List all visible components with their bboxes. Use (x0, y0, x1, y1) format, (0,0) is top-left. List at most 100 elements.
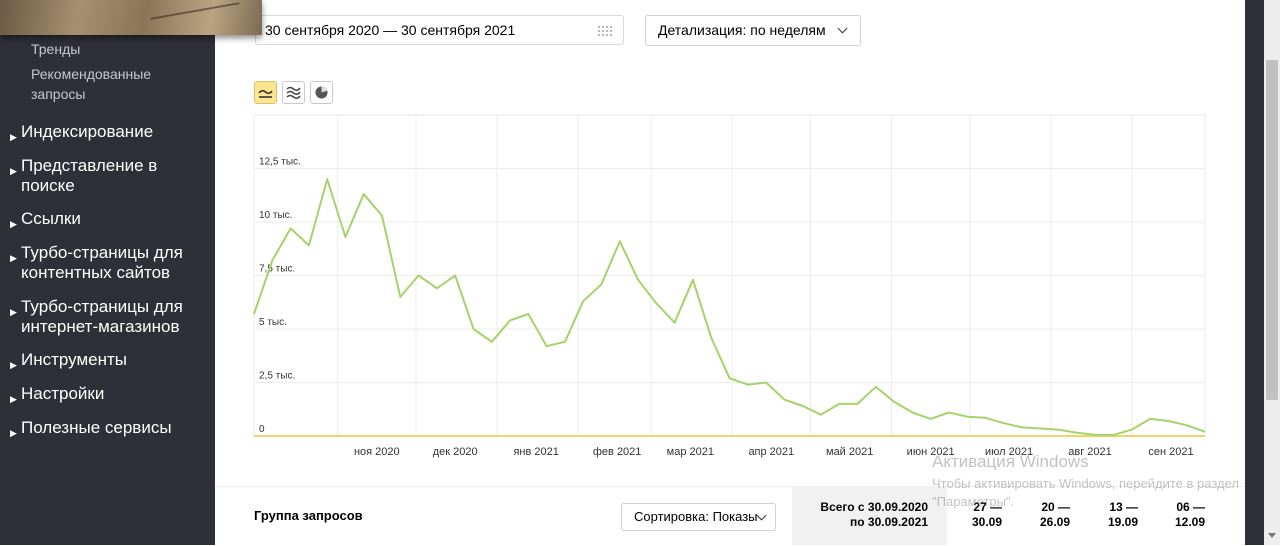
y-tick-label: 0 (259, 424, 265, 435)
chart-horizontal-grid (254, 168, 1205, 383)
period-column-2[interactable]: 20 — 26.09 (1010, 500, 1070, 530)
y-tick-label: 5 тыс. (259, 317, 287, 328)
chart-data-point (1093, 433, 1097, 437)
chart-data-point (1075, 431, 1079, 435)
sidebar-subitem-trends[interactable]: Тренды (31, 41, 81, 57)
chart-data-point (746, 383, 750, 387)
chart-data-point (343, 235, 347, 239)
x-tick-label: сен 2021 (1148, 446, 1193, 458)
sidebar-item-links[interactable]: ▶ Ссылки (10, 209, 201, 234)
sidebar-item-turbo-shops[interactable]: ▶ Турбо-страницы для интернет-магазинов (10, 297, 196, 337)
total-period-from: Всего с 30.09.2020 (820, 500, 928, 514)
sidebar-item-useful-services[interactable]: ▶ Полезные сервисы (10, 418, 201, 443)
x-tick-label: дек 2020 (433, 446, 478, 458)
sort-label: Сортировка: Показы (634, 509, 758, 524)
chart-data-point (1185, 423, 1189, 427)
chart-x-ticks: ноя 2020 дек 2020 янв 2021 фев 2021 мар 2021… (354, 446, 1194, 458)
pie-chart-toggle[interactable] (310, 81, 333, 104)
chart-data-point (545, 344, 549, 348)
period-column-4[interactable]: 06 — 12.09 (1145, 500, 1205, 530)
watermark-text: Чтобы активировать Windows, перейдите в … (932, 476, 1239, 509)
sidebar-item-indexing[interactable]: ▶ Индексирование (10, 122, 201, 147)
sidebar-item-label: Турбо-страницы для интернет-магазинов (21, 297, 183, 336)
scrollbar-thumb[interactable] (1266, 60, 1278, 400)
line-chart-toggle[interactable] (254, 81, 277, 104)
stacked-area-icon (286, 86, 301, 100)
chart-data-point (984, 416, 988, 420)
chart-data-point (325, 177, 329, 181)
chart-data-point (654, 301, 658, 305)
chart-data-point (1002, 421, 1006, 425)
chart-data-point (1038, 427, 1042, 431)
chart-data-point (599, 282, 603, 286)
chart-y-ticks: 0 2,5 тыс. 5 тыс. 7,5 тыс. 10 тыс. 12,5 тыс. (259, 157, 301, 436)
period-column-3[interactable]: 13 — 19.09 (1078, 500, 1138, 530)
sidebar-subitem-recommended[interactable]: Рекомендованные запросы (31, 66, 152, 102)
chart-data-point (1166, 419, 1170, 423)
chart-data-point (453, 274, 457, 278)
triangle-right-icon: ▶ (10, 166, 17, 176)
period-end: 30.09 (971, 515, 1002, 529)
sidebar-item-label: Настройки (21, 384, 105, 403)
stacked-area-toggle[interactable] (282, 81, 305, 104)
chart-data-point (362, 192, 366, 196)
period-column-1[interactable]: 27 — 30.09 (942, 500, 1002, 530)
period-end: 26.09 (1039, 515, 1070, 529)
sidebar-item-search-appearance[interactable]: ▶ Представление в поиске (10, 156, 161, 196)
x-tick-label: авг 2021 (1068, 446, 1112, 458)
chart-data-point (929, 417, 933, 421)
chart-data-point (471, 327, 475, 331)
x-tick-label: мар 2021 (667, 446, 714, 458)
line-chart: 02,5 тыс.5 тыс.7,5 тыс.10 тыс.12,5 тыс. … (252, 114, 1206, 458)
chart-data-point (618, 239, 622, 243)
chart-data-point (581, 299, 585, 303)
chart-data-point (837, 402, 841, 406)
watermark-title: Активация Windows (932, 452, 1089, 471)
period-start: 20 — (1041, 500, 1070, 514)
chart-data-point (508, 318, 512, 322)
sidebar-item-label: Ссылки (21, 209, 81, 228)
chart-data-point (270, 259, 274, 263)
date-range-value: 30 сентября 2020 — 30 сентября 2021 (265, 22, 516, 38)
sort-dropdown[interactable]: Сортировка: Показы (621, 503, 776, 531)
chart-data-point (782, 398, 786, 402)
sidebar-subitems: Тренды Рекомендованные запросы (31, 39, 181, 109)
sidebar-item-label: Турбо-страницы для контентных сайтов (21, 243, 183, 282)
sidebar-item-turbo-content[interactable]: ▶ Турбо-страницы для контентных сайтов (10, 243, 196, 283)
chart-data-point (1148, 417, 1152, 421)
chart-data-point (1057, 428, 1061, 432)
calendar-icon[interactable] (597, 25, 613, 36)
sidebar-item-tools[interactable]: ▶ Инструменты (10, 350, 201, 375)
sidebar-item-label: Индексирование (21, 122, 154, 141)
chart-data-point (289, 226, 293, 230)
chart-data-point (1112, 433, 1116, 437)
chart-data-point (252, 312, 256, 316)
chart-data-point (709, 336, 713, 340)
y-tick-label: 12,5 тыс. (259, 157, 301, 168)
x-tick-label: янв 2021 (513, 446, 558, 458)
x-tick-label: июл 2021 (985, 446, 1033, 458)
total-column-header (792, 486, 947, 545)
triangle-right-icon: ▶ (10, 132, 17, 142)
x-tick-label: фев 2021 (593, 446, 642, 458)
sidebar-item-label: Инструменты (21, 350, 128, 369)
chart-data-point (892, 400, 896, 404)
chart-data-point (801, 404, 805, 408)
chart-data-point (563, 340, 567, 344)
total-period-label[interactable]: Всего с 30.09.2020 по 30.09.2021 (800, 500, 928, 530)
scroll-down-icon[interactable] (1268, 533, 1276, 538)
triangle-right-icon: ▶ (10, 394, 17, 404)
chart-data-point (874, 385, 878, 389)
chart-data-point (947, 410, 951, 414)
period-end: 19.09 (1107, 515, 1138, 529)
sidebar: Тренды Рекомендованные запросы ▶ Индекси… (0, 0, 215, 545)
x-tick-label: апр 2021 (748, 446, 794, 458)
pie-chart-icon (315, 86, 328, 99)
triangle-right-icon: ▶ (10, 428, 17, 438)
chart-data-point (435, 286, 439, 290)
chart-data-point (965, 415, 969, 419)
triangle-right-icon: ▶ (10, 307, 17, 317)
sidebar-item-settings[interactable]: ▶ Настройки (10, 384, 201, 409)
y-tick-label: 2,5 тыс. (259, 371, 295, 382)
detail-dropdown[interactable]: Детализация: по неделям (645, 15, 861, 46)
